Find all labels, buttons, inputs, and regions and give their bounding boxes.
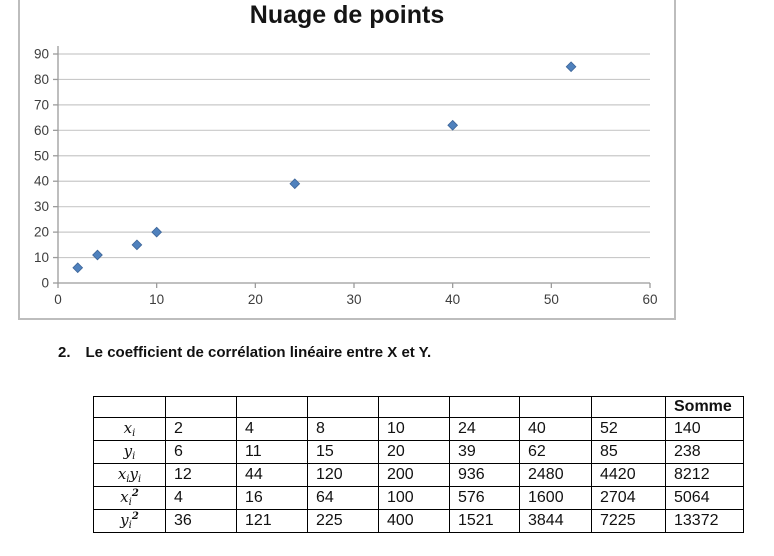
somme-header: Somme — [665, 396, 744, 418]
table-cell: 40 — [519, 417, 592, 441]
row-label: yi — [93, 440, 166, 464]
data-point — [289, 178, 301, 190]
y-tick-label: 10 — [34, 250, 49, 265]
table-cell: 6 — [165, 440, 237, 464]
table-cell: 24 — [449, 417, 520, 441]
somme-cell: 8212 — [665, 463, 744, 487]
table-cell: 200 — [378, 463, 450, 487]
table-cell: 15 — [307, 440, 379, 464]
table-header-row: Somme — [93, 396, 744, 418]
row-label: xi — [93, 417, 166, 441]
table-row: yi2 36 121 225 400 1521 3844 7225 13372 — [93, 509, 744, 533]
table-cell: 7225 — [591, 509, 666, 533]
table-cell: 39 — [449, 440, 520, 464]
stats-table: Somme xi 2 4 8 10 24 40 52 140 yi 6 11 15 20 39 62 85 238… — [93, 396, 744, 533]
x-tick-label: 20 — [248, 292, 263, 307]
table-cell: 936 — [449, 463, 520, 487]
somme-cell: 238 — [665, 440, 744, 464]
empty-cell — [307, 396, 379, 418]
table-cell: 2 — [165, 417, 237, 441]
y-tick-label: 50 — [34, 148, 49, 163]
table-cell: 12 — [165, 463, 237, 487]
empty-cell — [93, 396, 166, 418]
table-row: yi 6 11 15 20 39 62 85 238 — [93, 440, 744, 464]
table-cell: 225 — [307, 509, 379, 533]
empty-cell — [449, 396, 520, 418]
table-cell: 400 — [378, 509, 450, 533]
table-cell: 44 — [236, 463, 308, 487]
data-point — [151, 226, 163, 238]
x-tick-label: 0 — [54, 292, 62, 307]
empty-cell — [378, 396, 450, 418]
table-cell: 3844 — [519, 509, 592, 533]
empty-cell — [165, 396, 237, 418]
somme-cell: 5064 — [665, 486, 744, 510]
x-tick-label: 30 — [346, 292, 361, 307]
somme-cell: 13372 — [665, 509, 744, 533]
y-tick-label: 0 — [41, 276, 49, 291]
table-cell: 120 — [307, 463, 379, 487]
y-tick-label: 30 — [34, 199, 49, 214]
stats-table-body: Somme xi 2 4 8 10 24 40 52 140 yi 6 11 15 20 39 62 85 238… — [93, 396, 744, 533]
heading-text: Le coefficient de corrélation linéaire e… — [85, 344, 432, 361]
data-point — [131, 239, 143, 251]
table-cell: 10 — [378, 417, 450, 441]
table-cell: 4420 — [591, 463, 666, 487]
y-tick-label: 80 — [34, 72, 49, 87]
y-tick-label: 70 — [34, 97, 49, 112]
table-cell: 8 — [307, 417, 379, 441]
table-cell: 2480 — [519, 463, 592, 487]
y-tick-label: 60 — [34, 123, 49, 138]
table-cell: 36 — [165, 509, 237, 533]
empty-cell — [236, 396, 308, 418]
data-point — [565, 61, 577, 73]
table-cell: 4 — [236, 417, 308, 441]
row-label: xiyi — [93, 463, 166, 487]
empty-cell — [519, 396, 592, 418]
heading-number: 2. — [58, 344, 71, 361]
row-label: xi2 — [93, 486, 166, 510]
table-cell: 11 — [236, 440, 308, 464]
table-row: xiyi 12 44 120 200 936 2480 4420 8212 — [93, 463, 744, 487]
data-point — [92, 249, 103, 261]
somme-cell: 140 — [665, 417, 744, 441]
x-tick-label: 10 — [149, 292, 164, 307]
table-cell: 576 — [449, 486, 520, 510]
table-cell: 62 — [519, 440, 592, 464]
chart-title: Nuage de points — [249, 1, 445, 29]
table-row: xi 2 4 8 10 24 40 52 140 — [93, 417, 744, 441]
scatter-chart: 0 10 20 30 40 50 60 70 80 90 0 10 20 30 40 50 60 Nuage d… — [18, 0, 676, 320]
table-cell: 64 — [307, 486, 379, 510]
scatter-plot: 0 10 20 30 40 50 60 70 80 90 0 10 20 30 40 50 60 — [34, 46, 658, 307]
table-cell: 52 — [591, 417, 666, 441]
x-tick-label: 40 — [445, 292, 460, 307]
table-cell: 1600 — [519, 486, 592, 510]
table-cell: 4 — [165, 486, 237, 510]
empty-cell — [591, 396, 666, 418]
table-cell: 2704 — [591, 486, 666, 510]
y-tick-label: 90 — [34, 47, 49, 62]
y-tick-label: 40 — [34, 174, 49, 189]
table-cell: 20 — [378, 440, 450, 464]
table-cell: 16 — [236, 486, 308, 510]
table-row: xi2 4 16 64 100 576 1600 2704 5064 — [93, 486, 744, 510]
y-tick-label: 20 — [34, 225, 49, 240]
table-cell: 1521 — [449, 509, 520, 533]
table-cell: 100 — [378, 486, 450, 510]
x-tick-label: 50 — [544, 292, 559, 307]
table-cell: 121 — [236, 509, 308, 533]
row-label: yi2 — [93, 509, 166, 533]
data-point — [447, 119, 459, 131]
x-tick-label: 60 — [642, 292, 657, 307]
data-point — [72, 262, 84, 274]
table-cell: 85 — [591, 440, 666, 464]
section-heading: 2. Le coefficient de corrélation linéair… — [58, 344, 431, 361]
